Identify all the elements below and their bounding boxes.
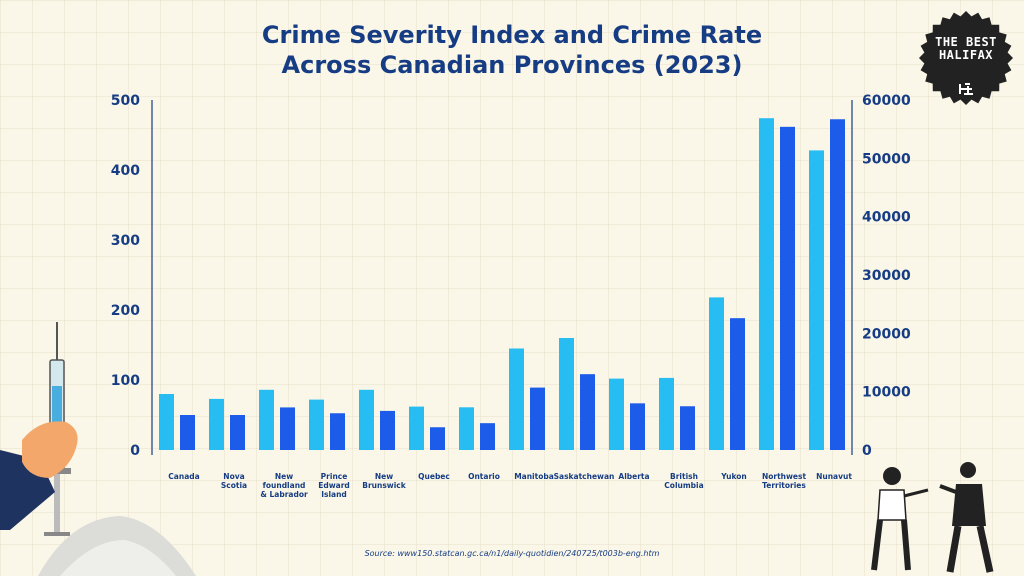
bar-crime-rate [280, 407, 295, 450]
x-axis-category-label: British Columbia [664, 472, 703, 490]
left-axis-tick-label: 500 [111, 93, 140, 109]
bar-crime-rate [630, 403, 645, 450]
bar-crime-severity-index [309, 399, 324, 450]
bar-crime-severity-index [609, 378, 624, 450]
bar-crime-rate [830, 119, 845, 450]
logo-seal-icon [919, 11, 1013, 105]
x-axis-labels: Canada Nova Scotia New foundland & Labrador Pr… [168, 472, 852, 499]
x-axis-category-label: Saskatchewan [554, 472, 615, 481]
logo-badge: THE BEST HALIFAX [918, 10, 1014, 106]
left-axis-tick-label: 300 [111, 233, 140, 249]
x-axis-category-label: Ontario [468, 472, 500, 481]
logo-text-line-2: HALIFAX [938, 48, 994, 62]
bar-crime-severity-index [259, 389, 274, 450]
right-axis-tick-label: 10000 [862, 385, 911, 401]
bar-crime-rate [680, 406, 695, 450]
people-illustration [871, 462, 994, 573]
right-axis-ticks: 0 10000 20000 30000 40000 50000 60000 [862, 93, 911, 459]
x-axis-category-label: New foundland & Labrador [260, 472, 308, 499]
x-axis-category-label: New Brunswick [362, 472, 407, 490]
bar-crime-rate [380, 410, 395, 450]
source-note: Source: www150.statcan.gc.ca/n1/daily-qu… [364, 549, 660, 558]
right-axis-tick-label: 50000 [862, 151, 911, 167]
x-axis-category-label: Yukon [720, 472, 747, 481]
x-axis-category-label: Northwest Territories [762, 472, 807, 490]
bar-crime-rate [430, 427, 445, 450]
x-axis-category-label: Canada [168, 472, 199, 481]
bar-crime-rate [330, 413, 345, 450]
right-axis-tick-label: 60000 [862, 93, 911, 109]
bar-crime-severity-index [559, 338, 574, 450]
left-axis-tick-label: 400 [111, 163, 140, 179]
bar-crime-severity-index [809, 150, 824, 450]
x-axis-category-label: Manitoba [514, 472, 554, 481]
bar-crime-severity-index [709, 297, 724, 450]
bar-crime-rate [230, 415, 245, 450]
bars [159, 118, 845, 450]
bar-crime-rate [580, 374, 595, 450]
bar-crime-rate [780, 126, 795, 450]
chart-title: Crime Severity Index and Crime Rate Acro… [212, 20, 812, 80]
bar-crime-severity-index [409, 406, 424, 450]
logo-text-line-1: THE BEST [935, 35, 997, 49]
powder-pile-illustration [38, 516, 196, 576]
x-axis-category-label: Prince Edward Island [318, 472, 350, 499]
x-axis-category-label: Alberta [618, 472, 649, 481]
bar-crime-severity-index [459, 407, 474, 450]
left-axis-tick-label: 200 [111, 303, 140, 319]
bar-crime-severity-index [159, 394, 174, 450]
left-axis-ticks: 0 100 200 300 400 500 [111, 93, 140, 459]
bar-crime-rate [180, 415, 195, 450]
right-axis-tick-label: 30000 [862, 268, 911, 284]
bar-crime-severity-index [209, 398, 224, 450]
logo-text: THE BEST HALIFAX [918, 36, 1014, 62]
chart-title-line-1: Crime Severity Index and Crime Rate [261, 21, 763, 49]
left-axis-tick-label: 100 [111, 373, 140, 389]
x-axis-category-label: Nunavut [816, 472, 852, 481]
bar-crime-rate [480, 423, 495, 450]
bar-crime-severity-index [659, 377, 674, 450]
chart-title-line-2: Across Canadian Provinces (2023) [281, 51, 743, 79]
bar-crime-severity-index [359, 389, 374, 450]
bar-crime-rate [530, 387, 545, 450]
x-axis-category-label: Nova Scotia [221, 472, 247, 490]
right-axis-tick-label: 40000 [862, 210, 911, 226]
hand-illustration [0, 421, 78, 530]
right-axis-tick-label: 0 [862, 443, 872, 459]
left-axis-tick-label: 0 [130, 443, 140, 459]
x-axis-category-label: Quebec [418, 472, 450, 481]
right-axis-tick-label: 20000 [862, 326, 911, 342]
bar-crime-severity-index [759, 118, 774, 450]
bar-crime-severity-index [509, 348, 524, 450]
bar-crime-rate [730, 318, 745, 450]
